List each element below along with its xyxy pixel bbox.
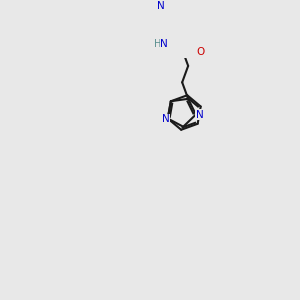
Text: N: N <box>161 114 169 124</box>
Text: O: O <box>196 47 205 57</box>
Text: N: N <box>158 1 165 11</box>
Text: N: N <box>160 39 168 49</box>
Text: N: N <box>196 110 204 120</box>
Text: H: H <box>154 39 161 49</box>
